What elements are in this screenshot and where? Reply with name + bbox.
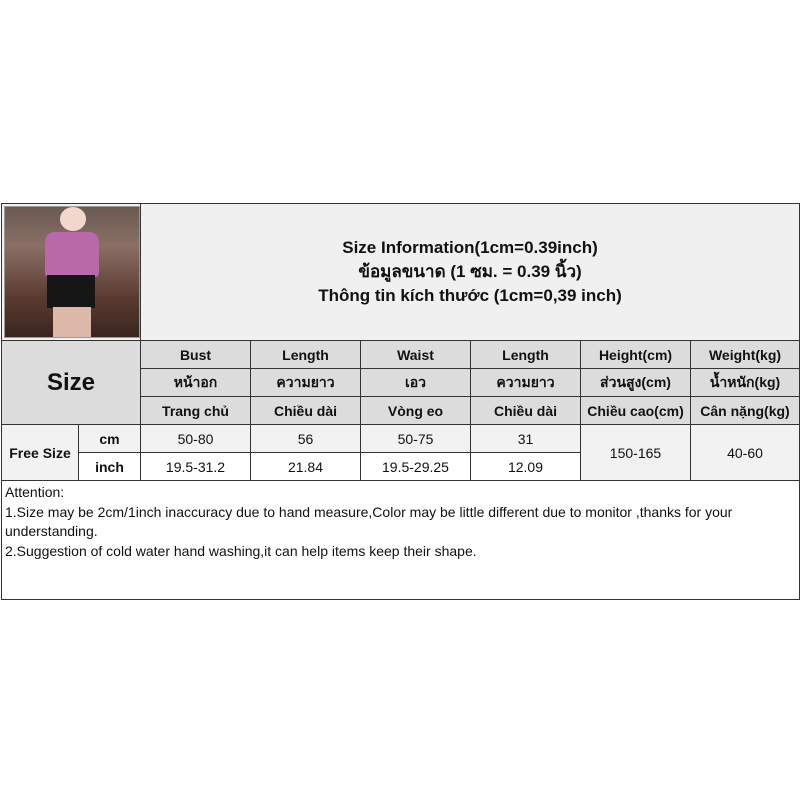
cell-value: 31 — [470, 424, 581, 453]
col-vi: Trang chủ — [140, 396, 251, 425]
weight-value: 40-60 — [689, 424, 800, 481]
col-th: ส่วนสูง(cm) — [580, 368, 691, 397]
notes-title: Attention: — [5, 484, 65, 500]
cell-value: 50-75 — [360, 424, 471, 453]
unit-cm: cm — [78, 424, 141, 453]
size-name: Free Size — [1, 424, 79, 481]
col-en: Waist — [360, 340, 471, 369]
col-th: ความยาว — [470, 368, 581, 397]
unit-inch: inch — [78, 452, 141, 481]
col-en: Length — [470, 340, 581, 369]
col-en: Weight(kg) — [689, 340, 800, 369]
col-th: เอว — [360, 368, 471, 397]
note-2: 2.Suggestion of cold water hand washing,… — [5, 542, 477, 559]
col-vi: Cân nặng(kg) — [689, 396, 800, 425]
attention-notes: Attention: 1.Size may be 2cm/1inch inacc… — [0, 480, 800, 600]
cell-value: 12.09 — [470, 452, 581, 481]
size-label: Size — [1, 340, 141, 425]
cell-value: 56 — [250, 424, 361, 453]
size-info-header: Size Information(1cm=0.39inch) ข้อมูลขนา… — [139, 203, 800, 341]
col-vi: Chiều dài — [250, 396, 361, 425]
col-en: Height(cm) — [580, 340, 691, 369]
col-th: หน้าอก — [140, 368, 251, 397]
cell-value: 21.84 — [250, 452, 361, 481]
col-th: ความยาว — [250, 368, 361, 397]
size-chart-table: Size Information(1cm=0.39inch) ข้อมูลขนา… — [0, 203, 800, 600]
cell-value: 19.5-31.2 — [140, 452, 251, 481]
title-th: ข้อมูลขนาด (1 ซม. = 0.39 นิ้ว) — [358, 262, 582, 281]
product-photo — [1, 203, 141, 341]
col-en: Length — [250, 340, 361, 369]
title-en: Size Information(1cm=0.39inch) — [342, 238, 598, 257]
cell-value: 50-80 — [140, 424, 251, 453]
col-th: น้ำหนัก(kg) — [689, 368, 800, 397]
note-1: 1.Size may be 2cm/1inch inaccuracy due t… — [5, 503, 733, 540]
col-vi: Vòng eo — [360, 396, 471, 425]
cell-value: 19.5-29.25 — [360, 452, 471, 481]
col-en: Bust — [140, 340, 251, 369]
col-vi: Chiều cao(cm) — [580, 396, 691, 425]
height-value: 150-165 — [580, 424, 691, 481]
col-vi: Chiều dài — [470, 396, 581, 425]
title-vi: Thông tin kích thước (1cm=0,39 inch) — [318, 286, 622, 305]
